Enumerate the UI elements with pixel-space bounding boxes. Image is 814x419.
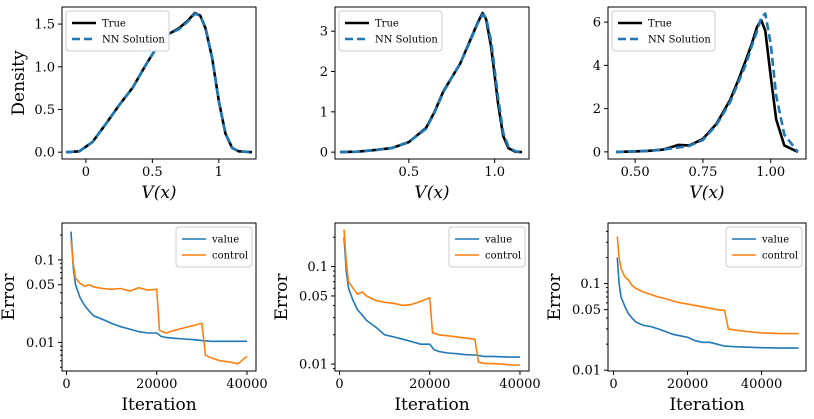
legend: True NN Solution <box>611 10 716 52</box>
y-tick-label: 0.05 <box>572 303 601 318</box>
chart-panel-6: 0 20000 40000 0.01 0.05 0.1 Iteration Error valu… <box>545 222 807 415</box>
y-tick-label: 1.5 <box>34 18 55 33</box>
series-line-value <box>70 231 247 343</box>
x-axis-label: Iteration <box>394 395 469 415</box>
x-tick-label: 0 <box>82 165 90 180</box>
y-tick-label: 0.01 <box>26 336 55 351</box>
x-tick-label: 40000 <box>226 377 267 392</box>
y-tick-label: 2 <box>320 65 328 80</box>
y-tick-label: 0.5 <box>34 103 55 118</box>
legend-label: value <box>484 235 512 246</box>
x-tick-label: 20000 <box>667 377 708 392</box>
series-line-control <box>343 229 520 366</box>
x-tick-label: 1.00 <box>756 165 785 180</box>
legend: value control <box>448 226 526 268</box>
y-tick-label: 4 <box>593 59 601 74</box>
legend: value control <box>725 226 803 268</box>
y-tick-label: 0.0 <box>34 146 55 161</box>
legend-frame <box>175 226 253 268</box>
legend-label: NN Solution <box>648 35 711 46</box>
y-tick-label: 0.1 <box>307 260 328 275</box>
y-axis-label: Error <box>272 273 292 321</box>
series-line-control <box>70 240 248 365</box>
x-axis-label: Iteration <box>669 395 744 415</box>
legend-frame <box>65 10 170 52</box>
plot-frame <box>334 6 530 160</box>
legend: True NN Solution <box>338 10 443 52</box>
x-tick-label: 1.0 <box>484 165 505 180</box>
y-tick-label: 1.0 <box>34 60 55 75</box>
legend-label: control <box>212 251 248 262</box>
legend-label: True <box>375 19 399 30</box>
x-axis-label: V(x) <box>689 183 724 203</box>
x-tick-label: 40000 <box>741 377 782 392</box>
plot-frame <box>607 6 807 160</box>
legend: value control <box>175 226 253 268</box>
y-tick-label: 0.05 <box>26 278 55 293</box>
y-tick-label: 6 <box>593 16 601 31</box>
series-line-nn-solution <box>65 12 253 154</box>
x-tick-label: 20000 <box>136 377 177 392</box>
plot-frame <box>61 222 257 372</box>
y-tick-label: 0.01 <box>572 364 601 379</box>
series-line-value <box>616 257 799 349</box>
x-tick-label: 0 <box>609 377 617 392</box>
y-axis-label: Error <box>0 273 19 321</box>
x-tick-label: 0 <box>335 377 343 392</box>
chart-panel-3: 0.50 0.75 1.00 0 2 4 6 V(x) True NN Solution <box>593 6 807 203</box>
x-tick-label: 0.5 <box>142 165 163 180</box>
plot-frame <box>61 6 257 160</box>
legend-label: value <box>761 235 789 246</box>
x-axis-label: Iteration <box>121 395 196 415</box>
x-axis-label: V(x) <box>414 183 449 203</box>
legend-frame <box>725 226 803 268</box>
legend-label: value <box>211 235 239 246</box>
y-tick-label: 1 <box>320 105 328 120</box>
legend-label: NN Solution <box>375 35 438 46</box>
legend-frame <box>611 10 716 52</box>
x-tick-label: 20000 <box>409 377 450 392</box>
plot-frame <box>334 222 530 372</box>
series-line-value <box>343 237 520 358</box>
y-axis-label: Density <box>9 50 29 116</box>
legend-frame <box>448 226 526 268</box>
legend-label: True <box>102 19 126 30</box>
x-tick-label: 0.50 <box>621 165 650 180</box>
x-tick-label: 0 <box>62 377 70 392</box>
y-tick-label: 0.05 <box>299 289 328 304</box>
legend-label: control <box>485 251 521 262</box>
legend-frame <box>338 10 443 52</box>
x-tick-label: 1 <box>215 165 223 180</box>
legend-label: control <box>762 251 798 262</box>
y-tick-label: 2 <box>593 102 601 117</box>
series-line-control <box>616 236 799 335</box>
x-tick-label: 0.5 <box>398 165 419 180</box>
y-tick-label: 0.1 <box>34 253 55 268</box>
x-axis-label: V(x) <box>141 183 176 203</box>
chart-panel-5: 0 20000 40000 0.01 0.05 0.1 Iteration Error valu… <box>272 222 541 415</box>
y-tick-label: 0 <box>593 145 601 160</box>
x-tick-label: 0.75 <box>688 165 717 180</box>
chart-panel-1: 0 0.5 1 0.0 0.5 1.0 1.5 V(x) Density True NN Solut… <box>9 6 257 203</box>
y-axis-label: Error <box>545 273 565 321</box>
y-tick-label: 0.01 <box>299 358 328 373</box>
legend: True NN Solution <box>65 10 170 52</box>
y-tick-label: 0.1 <box>580 277 601 292</box>
y-tick-label: 3 <box>320 25 328 40</box>
series-line-nn-solution <box>340 13 523 154</box>
y-tick-label: 0 <box>320 146 328 161</box>
legend-label: True <box>648 19 672 30</box>
chart-panel-2: 0.5 1.0 0 1 2 3 V(x) True NN Solution <box>320 6 530 203</box>
x-tick-label: 40000 <box>499 377 540 392</box>
series-line-nn-solution <box>616 12 799 154</box>
legend-label: NN Solution <box>102 35 165 46</box>
chart-panel-4: 0 20000 40000 0.01 0.05 0.1 Iteration Error valu… <box>0 222 268 415</box>
